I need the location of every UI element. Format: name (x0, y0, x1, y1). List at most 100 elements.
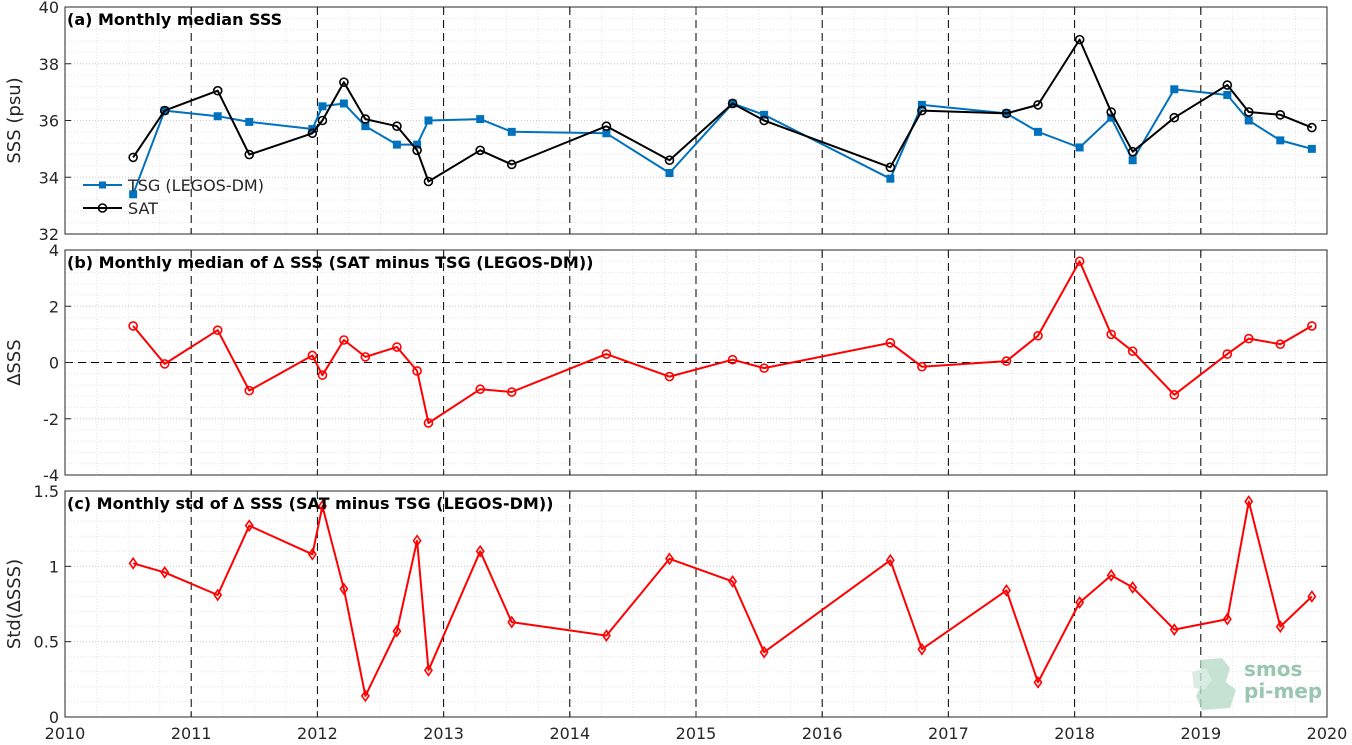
y-axis-label: Std(∆SSS) (4, 559, 25, 649)
panel-title: (a) Monthly median SSS (67, 10, 282, 29)
data-point (1128, 581, 1138, 594)
y-tick-label: 1 (49, 557, 59, 576)
y-tick-label: 1.5 (34, 482, 59, 501)
data-point (1075, 143, 1084, 152)
data-point (475, 384, 485, 395)
data-point (1075, 596, 1085, 609)
data-point (1276, 136, 1285, 145)
data-point (727, 354, 738, 365)
x-tick-label: 2019 (1180, 724, 1221, 743)
data-point (759, 645, 769, 659)
data-point (1169, 623, 1179, 637)
data-point (665, 552, 674, 566)
data-point (245, 117, 254, 126)
data-point (1275, 620, 1285, 633)
data-point (885, 338, 896, 348)
data-point (1127, 346, 1138, 357)
data-point (1001, 108, 1012, 119)
data-point (159, 105, 170, 116)
panel-title: (c) Monthly std of ∆ SSS (SAT minus TSG … (67, 494, 553, 513)
series-line (132, 500, 1313, 697)
data-point (360, 689, 370, 703)
y-tick-label: 34 (39, 168, 59, 187)
x-tick-label: 2017 (928, 724, 969, 743)
logo-mark (1192, 668, 1212, 690)
data-point (1243, 107, 1254, 117)
data-point (392, 342, 402, 352)
y-axis-label: ∆SSS (4, 339, 25, 386)
data-point (1307, 122, 1317, 133)
data-point (1074, 34, 1085, 45)
data-point (917, 105, 927, 116)
data-point (1033, 100, 1043, 110)
data-point (1128, 156, 1137, 165)
panel-c: 0 0.5 1 1.5 Std(∆SSS) (c) Monthly std of ∆ SS… (4, 482, 1328, 727)
data-point (664, 155, 675, 166)
data-point (339, 335, 349, 345)
legend-marker (99, 181, 106, 189)
y-tick-label: 4 (49, 241, 59, 260)
data-point (1033, 330, 1043, 341)
data-point (423, 176, 434, 187)
data-point (213, 112, 222, 121)
data-point (728, 575, 738, 588)
data-point (128, 152, 138, 163)
data-point (1222, 349, 1233, 359)
x-tick-label: 2013 (423, 724, 464, 743)
data-point (129, 190, 138, 199)
legend-label: SAT (128, 199, 158, 218)
data-point (1307, 590, 1317, 603)
data-point (412, 366, 422, 376)
data-point (759, 115, 769, 126)
data-point (392, 140, 401, 149)
data-point (128, 556, 138, 570)
data-point (759, 363, 769, 373)
data-point (159, 359, 170, 369)
data-point (1307, 144, 1316, 153)
y-tick-label: 2 (49, 297, 59, 316)
data-point (317, 370, 328, 380)
data-point (412, 534, 422, 548)
data-point (1033, 675, 1043, 689)
x-tick-label: 2016 (802, 724, 843, 743)
y-tick-label: -2 (43, 410, 59, 429)
data-point (1127, 146, 1138, 157)
data-point (601, 349, 612, 359)
data-point (1034, 127, 1043, 136)
data-point (244, 519, 254, 533)
data-point (212, 85, 223, 96)
data-point (244, 385, 255, 396)
y-tick-label: 40 (39, 0, 59, 17)
x-tick-label: 2014 (549, 724, 590, 743)
data-point (1074, 256, 1085, 267)
data-point (917, 361, 927, 372)
data-point (601, 121, 612, 131)
data-point (412, 145, 422, 156)
x-tick-label: 2012 (297, 724, 338, 743)
data-point (360, 114, 371, 124)
data-point (1275, 339, 1286, 350)
data-point (392, 624, 402, 638)
data-point (423, 418, 434, 428)
data-point (475, 145, 485, 156)
y-tick-label: 36 (39, 112, 59, 131)
data-point (128, 321, 138, 331)
data-point (1275, 110, 1286, 120)
data-point (307, 547, 317, 561)
y-tick-label: 0 (49, 708, 59, 727)
data-point (1222, 80, 1233, 90)
series-line (132, 260, 1313, 424)
y-axis-label: SSS (psu) (4, 77, 25, 163)
data-point (423, 663, 433, 677)
data-point (507, 127, 516, 136)
data-point (1106, 568, 1116, 582)
data-point (213, 588, 223, 602)
data-point (475, 544, 485, 558)
panel-b: -4 -2 0 2 4 ∆SSS (b) Monthly median of ∆ SSS (… (4, 241, 1328, 485)
data-point (307, 128, 318, 139)
data-point (392, 121, 402, 131)
data-point (1243, 333, 1254, 344)
legend-label: TSG (LEGOS-DM) (127, 176, 264, 195)
y-tick-label: -4 (43, 466, 59, 485)
data-point (307, 350, 318, 361)
